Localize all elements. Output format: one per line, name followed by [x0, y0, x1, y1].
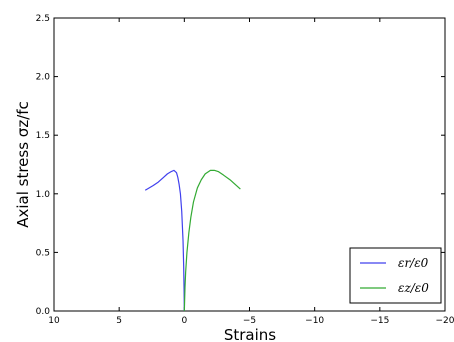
x-tick-label: 0 — [181, 316, 187, 326]
y-axis-label: Axial stress σz/fc — [14, 101, 32, 228]
y-tick-label: 1.0 — [36, 190, 51, 200]
x-tick-label: −20 — [436, 316, 454, 326]
y-axis-ticks: 0.0 0.5 1.0 1.5 2.0 2.5 — [36, 14, 445, 317]
series-layer — [144, 169, 241, 312]
y-tick-label: 0.5 — [36, 248, 50, 258]
chart-legend: εr/ε0 εz/ε0 — [349, 247, 442, 304]
series-line-1 — [144, 169, 185, 312]
x-axis-label: Strains — [224, 326, 276, 342]
x-tick-label: 10 — [48, 316, 60, 326]
y-tick-label: 0.0 — [36, 307, 51, 317]
series-line-2 — [183, 169, 241, 312]
x-tick-label: −15 — [370, 316, 389, 326]
legend-label-series-1: εr/ε0 — [398, 256, 429, 270]
x-tick-label: 5 — [116, 316, 122, 326]
y-tick-label: 1.5 — [36, 131, 50, 141]
x-tick-label: −5 — [243, 316, 256, 326]
legend-frame — [349, 247, 442, 304]
x-axis-ticks: 10 5 0 −5 −10 −15 −20 — [48, 18, 454, 326]
x-tick-label: −10 — [305, 316, 324, 326]
legend-label-series-2: εz/ε0 — [398, 281, 429, 295]
y-tick-label: 2.0 — [36, 73, 51, 83]
y-tick-label: 2.5 — [36, 14, 50, 24]
